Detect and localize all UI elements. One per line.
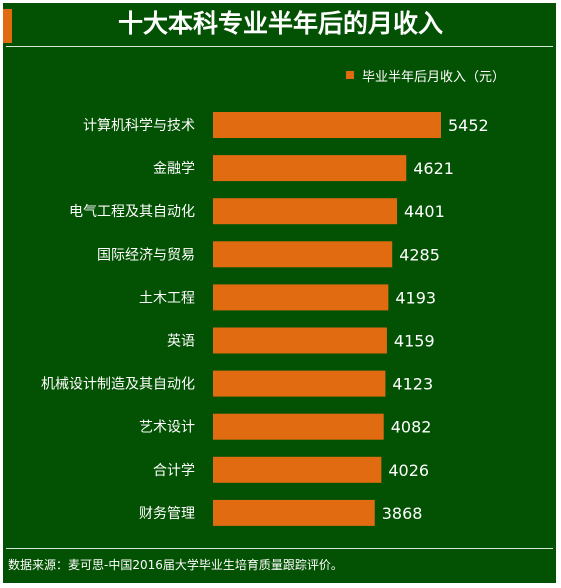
data-label: 4082 — [391, 418, 432, 437]
category-label: 电气工程及其自动化 — [69, 204, 195, 220]
source-note: 数据来源：麦可思-中国2016届大学毕业生培育质量跟踪评价。 — [8, 558, 343, 572]
chart-title: 十大本科专业半年后的月收入 — [117, 9, 443, 38]
bar — [213, 155, 407, 182]
bar — [213, 241, 393, 268]
bar — [213, 112, 441, 138]
category-label: 土木工程 — [139, 290, 195, 306]
legend-swatch — [346, 71, 354, 79]
legend: 毕业半年后月收入（元） — [346, 66, 506, 85]
data-label: 5452 — [448, 116, 489, 135]
data-label: 4621 — [413, 159, 454, 178]
title-divider — [6, 46, 553, 47]
category-label: 国际经济与贸易 — [97, 247, 195, 263]
bar — [213, 499, 375, 526]
bar — [213, 327, 387, 354]
data-label: 4123 — [392, 375, 433, 394]
bar — [213, 198, 398, 225]
category-label: 金融学 — [153, 161, 195, 177]
data-label: 4193 — [395, 288, 436, 307]
footer-divider — [6, 548, 553, 549]
bar — [213, 284, 389, 311]
category-label: 计算机科学与技术 — [83, 118, 195, 134]
title-accent-bar — [3, 9, 12, 43]
bar — [213, 456, 382, 483]
legend-label: 毕业半年后月收入（元） — [362, 69, 506, 85]
category-label: 机械设计制造及其自动化 — [41, 377, 195, 393]
data-label: 4285 — [399, 245, 440, 264]
category-label: 合计学 — [153, 463, 195, 479]
category-label: 艺术设计 — [139, 420, 195, 436]
data-label: 3868 — [382, 504, 423, 523]
bar — [213, 370, 386, 397]
category-label: 英语 — [167, 333, 195, 350]
data-label: 4159 — [394, 332, 435, 351]
data-label: 4401 — [404, 202, 445, 221]
data-label: 4026 — [388, 461, 429, 480]
category-label: 财务管理 — [139, 506, 195, 522]
bar — [213, 413, 384, 440]
